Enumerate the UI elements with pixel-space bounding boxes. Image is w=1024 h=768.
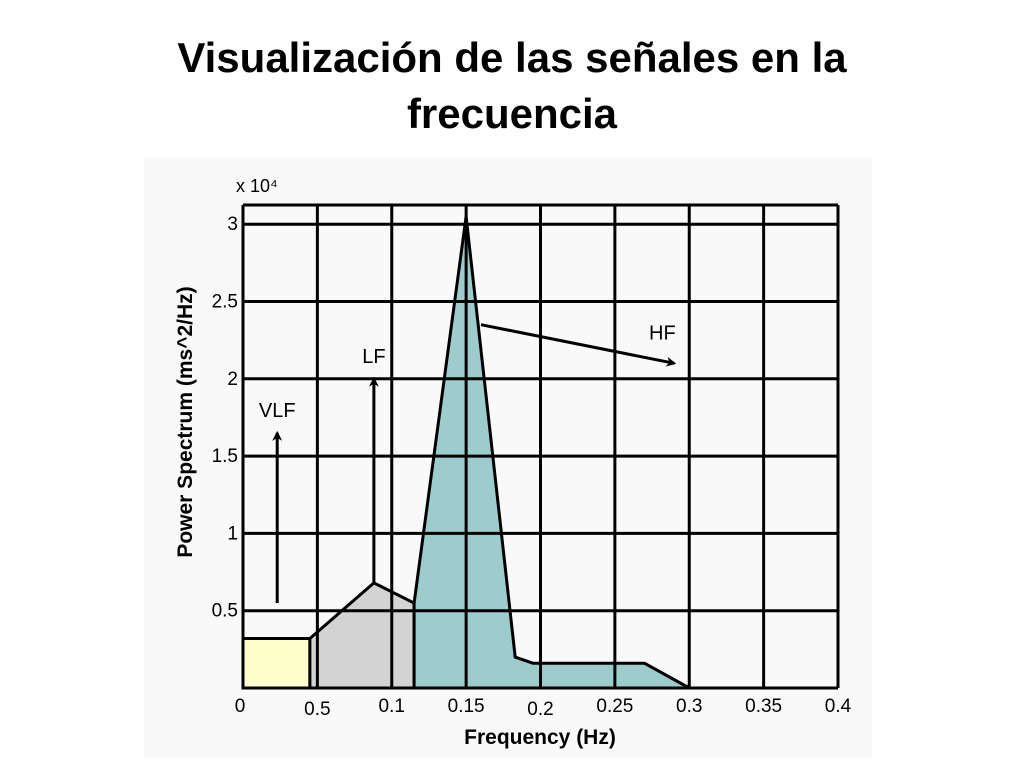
x-tick-label: 0.2 [527, 699, 553, 720]
y-tick-label: 0.5 [212, 601, 238, 622]
y-axis-label: Power Spectrum (ms^2/Hz) [174, 286, 197, 557]
x-axis-label: Frequency (Hz) [464, 726, 616, 749]
slide-title-line-2: frecuencia [406, 90, 618, 137]
y-tick-label: 2.5 [212, 292, 238, 313]
x-tick-label: 0.25 [596, 696, 633, 717]
arrow-hf [480, 323, 677, 367]
label-lf: LF [362, 346, 385, 368]
x-tick-label: 0.15 [448, 696, 485, 717]
label-hf: HF [649, 322, 676, 344]
y-multiplier: x 10⁴ [236, 176, 278, 196]
slide-title: Visualización de las señales en la frecu… [0, 30, 1024, 142]
y-tick-label: 1 [227, 523, 238, 544]
label-vlf: VLF [259, 400, 296, 422]
band-vlf [241, 637, 312, 690]
x-tick-label: 0.4 [825, 696, 852, 717]
x-tick-label: 0 [235, 696, 246, 717]
y-tick-label: 1.5 [212, 446, 238, 467]
y-tick-label: 2 [227, 369, 238, 390]
slide-title-line-1: Visualización de las señales en la [177, 34, 847, 81]
x-tick-label: 0.35 [745, 696, 782, 717]
y-tick-label: 3 [227, 214, 238, 235]
x-tick-label: 0.5 [304, 699, 330, 720]
x-tick-label: 0.1 [379, 696, 405, 717]
band-hf [412, 216, 691, 690]
x-tick-label: 0.3 [676, 696, 702, 717]
